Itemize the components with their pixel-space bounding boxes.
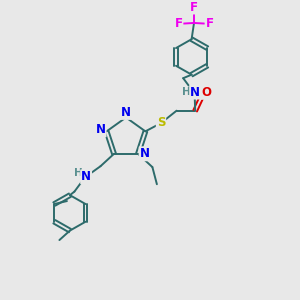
Text: N: N xyxy=(140,147,150,160)
Text: H: H xyxy=(182,87,190,98)
Text: N: N xyxy=(121,106,131,119)
Text: S: S xyxy=(157,116,165,129)
Text: H: H xyxy=(74,168,83,178)
Text: N: N xyxy=(190,85,200,99)
Text: F: F xyxy=(190,1,198,13)
Text: F: F xyxy=(206,17,214,30)
Text: N: N xyxy=(96,123,106,136)
Text: F: F xyxy=(174,17,182,30)
Text: N: N xyxy=(81,170,91,183)
Text: O: O xyxy=(201,86,211,99)
